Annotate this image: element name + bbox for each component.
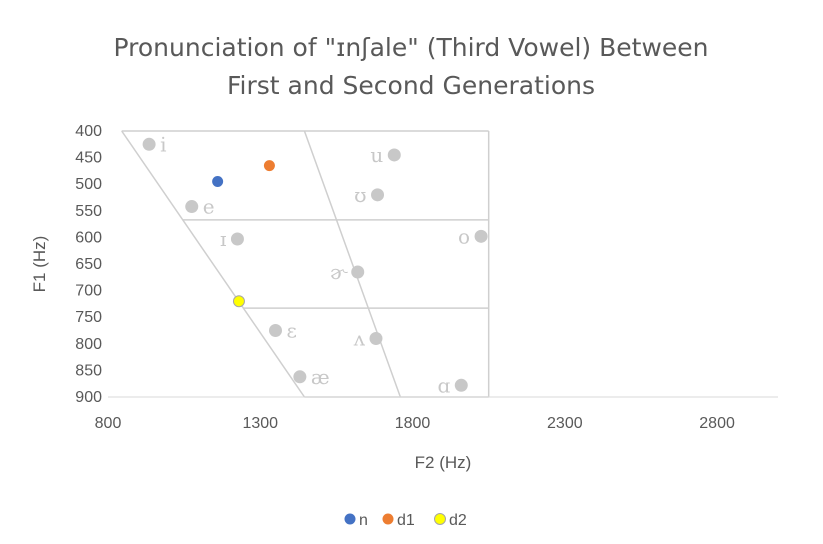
data-point-d2 [232,295,245,308]
vowel-point-æ [293,370,307,384]
y-tick-label: 450 [75,150,102,167]
vowel-label-i: i [160,132,166,156]
trapezoid-middle-edge [303,130,402,398]
reference-vowels: i eɪ uʊ o ɚ ɛ ʌæ ɑ [142,132,488,397]
y-tick-label: 600 [75,229,102,246]
vowel-label-ʊ: ʊ [354,183,366,207]
x-tick-label: 800 [95,415,122,432]
legend-label-d1: d1 [397,512,415,529]
data-series [212,160,275,308]
vowel-point-e [185,200,199,214]
vowel-label-æ: æ [311,365,330,389]
trapezoid-left-edge [121,130,306,398]
y-axis-title: F1 (Hz) [30,236,49,293]
data-point-d1 [263,160,275,172]
vowel-point-ɚ [351,265,365,279]
y-tick-label: 850 [75,362,102,379]
y-tick-label: 400 [75,123,102,140]
y-tick-label: 750 [75,309,102,326]
legend-label-n: n [359,512,368,529]
x-tick-label: 1300 [242,415,278,432]
y-tick-label: 500 [75,176,102,193]
legend-label-d2: d2 [449,512,467,529]
legend-marker-n [344,513,356,525]
vowel-label-o: o [458,224,470,248]
vowel-label-u: u [370,143,383,167]
x-tick-label: 1800 [395,415,431,432]
vowel-point-ʊ [371,188,385,202]
x-axis-title: F2 (Hz) [415,453,472,472]
vowel-label-ʌ: ʌ [353,326,366,350]
vowel-trapezoid [121,130,490,398]
legend-marker-d1 [382,513,394,525]
data-point-n [212,176,224,188]
chart-title-line-2: First and Second Generations [227,71,595,100]
vowel-label-e: e [203,195,215,219]
vowel-point-ɛ [269,324,282,337]
vowel-point-u [387,148,401,162]
x-tick-label: 2300 [547,415,583,432]
legend: n d1 d2 [344,512,467,529]
y-tick-label: 700 [75,283,102,300]
y-tick-label: 900 [75,389,102,406]
y-tick-label: 650 [75,256,102,273]
y-tick-label: 550 [75,203,102,220]
vowel-point-o [474,229,488,243]
vowel-point-ɪ [230,232,244,246]
vowel-label-ɑ: ɑ [437,373,450,397]
tick-labels: 800 1300 1800 2300 2800 400 450 500 550 600 650 700… [75,123,735,432]
x-tick-label: 2800 [699,415,735,432]
legend-marker-d2 [434,513,446,525]
vowel-label-ɪ: ɪ [220,227,226,251]
vowel-label-ɚ: ɚ [330,260,349,284]
y-tick-label: 800 [75,336,102,353]
vowel-point-ɑ [454,378,468,392]
chart-title-line-1: Pronunciation of "ɪnʃale" (Third Vowel) … [114,33,709,62]
vowel-point-ʌ [369,331,383,345]
vowel-label-ɛ: ɛ [287,319,297,343]
vowel-point-i [142,137,156,151]
